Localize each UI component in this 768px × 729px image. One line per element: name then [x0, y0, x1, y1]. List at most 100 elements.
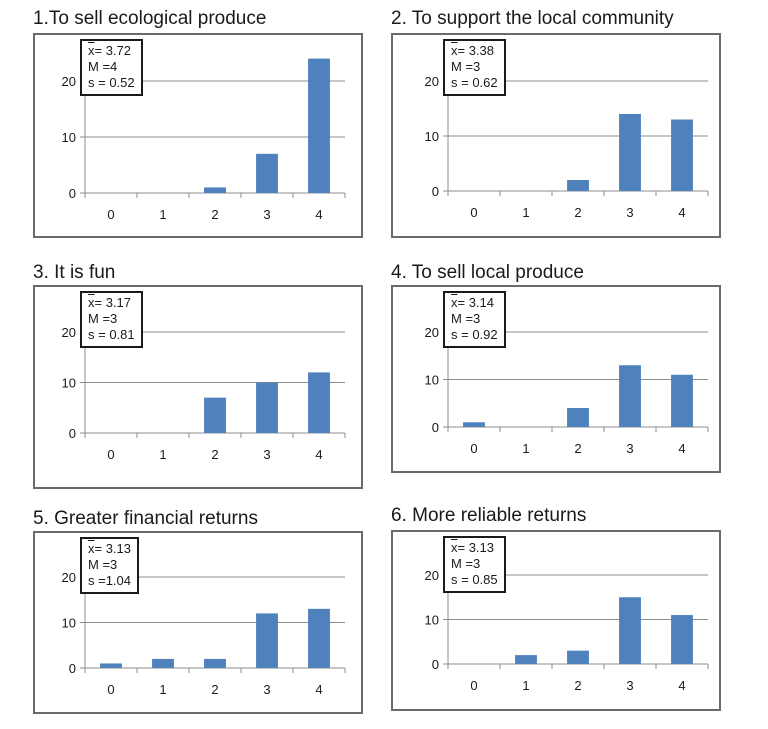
chart-1-mean-symbol: x — [88, 43, 95, 58]
chart-4-median: M =3 — [451, 311, 481, 326]
chart-1-x-tick-label: 0 — [107, 207, 114, 222]
chart-1-sd: s = 0.52 — [88, 75, 135, 90]
chart-5-bar-1 — [152, 658, 174, 668]
chart-4-x-tick-label: 1 — [522, 441, 529, 456]
chart-1-x-tick-label: 3 — [263, 207, 270, 222]
chart-5-x-tick-label: 3 — [263, 682, 270, 697]
chart-6-title: 6. More reliable returns — [391, 505, 587, 526]
chart-4-mean: x= 3.14 — [451, 295, 498, 311]
chart-1-y-tick-label: 20 — [62, 74, 76, 89]
chart-4-mean-value: = 3.14 — [457, 295, 495, 310]
chart-2-x-tick-label: 3 — [626, 205, 633, 220]
chart-5-x-tick-label: 0 — [107, 682, 114, 697]
chart-1-bar-3 — [256, 153, 278, 193]
chart-5-bar-2 — [204, 658, 226, 668]
chart-4: 0 10 20 0 1 2 3 4 x= 3.14 M =3 s = 0.92 — [391, 285, 721, 473]
chart-5-mean-value: = 3.13 — [94, 541, 132, 556]
chart-1: 0 10 20 0 1 2 3 4 x= 3.72 M =4 s = 0.52 — [33, 33, 363, 238]
chart-1-median: M =4 — [88, 59, 118, 74]
chart-4-sd: s = 0.92 — [451, 327, 498, 342]
chart-2-mean-symbol: x — [451, 43, 458, 58]
chart-3-x-tick-label: 0 — [107, 447, 114, 462]
chart-4-bar-0 — [463, 422, 485, 427]
chart-6-bar-4 — [671, 615, 693, 664]
chart-5-mean-symbol: x — [88, 541, 95, 556]
chart-2-plot: 0 10 20 0 1 2 3 4 — [425, 71, 709, 220]
chart-2-title: 2. To support the local community — [391, 8, 674, 29]
chart-2-stats-box: x= 3.38 M =3 s = 0.62 — [443, 39, 506, 96]
chart-2-x-tick-label: 0 — [470, 205, 477, 220]
chart-3-x-tick-label: 2 — [211, 447, 218, 462]
chart-5-x-tick-label: 2 — [211, 682, 218, 697]
chart-2-median: M =3 — [451, 59, 481, 74]
chart-4-x-tick-label: 4 — [678, 441, 685, 456]
chart-2-bar-3 — [619, 114, 641, 191]
chart-4-bar-3 — [619, 365, 641, 427]
chart-2-bar-4 — [671, 119, 693, 191]
chart-5-x-tick-label: 1 — [159, 682, 166, 697]
chart-4-y-tick-label: 20 — [425, 325, 439, 340]
chart-1-y-tick-label: 10 — [62, 130, 76, 145]
chart-6-y-tick-label: 20 — [425, 568, 439, 583]
chart-3-y-tick-label: 10 — [62, 376, 76, 391]
chart-4-y-tick-label: 10 — [425, 373, 439, 388]
chart-4-x-tick-label: 2 — [574, 441, 581, 456]
chart-2-mean: x= 3.38 — [451, 43, 498, 59]
chart-1-y-tick-label: 0 — [69, 186, 76, 201]
chart-6-bar-1 — [515, 655, 537, 664]
chart-6-x-tick-label: 4 — [678, 678, 685, 693]
chart-6-y-tick-label: 10 — [425, 613, 439, 628]
chart-6-x-tick-label: 2 — [574, 678, 581, 693]
chart-2-y-tick-label: 0 — [432, 184, 439, 199]
chart-3-sd: s = 0.81 — [88, 327, 135, 342]
chart-4-title: 4. To sell local produce — [391, 262, 584, 283]
chart-5: 0 10 20 0 1 2 3 4 x= 3.13 M =3 s =1.04 — [33, 531, 363, 714]
chart-5-y-tick-label: 10 — [62, 616, 76, 631]
chart-5-sd: s =1.04 — [88, 573, 132, 588]
chart-5-y-tick-label: 0 — [69, 661, 76, 676]
chart-1-x-tick-label: 2 — [211, 207, 218, 222]
chart-4-x-tick-label: 0 — [470, 441, 477, 456]
chart-3-y-tick-label: 0 — [69, 426, 76, 441]
chart-1-bar-4 — [308, 58, 330, 193]
chart-6-mean: x= 3.13 — [451, 540, 498, 556]
chart-6: 0 10 20 0 1 2 3 4 x= 3.13 M =3 s = 0.85 — [391, 530, 721, 711]
chart-3-mean-value: = 3.17 — [94, 295, 132, 310]
chart-5-bar-3 — [256, 613, 278, 668]
chart-6-x-tick-label: 3 — [626, 678, 633, 693]
chart-4-stats-box: x= 3.14 M =3 s = 0.92 — [443, 291, 506, 348]
chart-3-plot: 0 10 20 0 1 2 3 4 — [62, 322, 346, 462]
chart-3-bar-2 — [204, 397, 226, 433]
chart-1-x-tick-label: 1 — [159, 207, 166, 222]
chart-4-y-tick-label: 0 — [432, 420, 439, 435]
chart-4-mean-symbol: x — [451, 295, 458, 310]
chart-5-x-tick-label: 4 — [315, 682, 322, 697]
chart-2-bar-2 — [567, 180, 589, 191]
chart-6-mean-symbol: x — [451, 540, 458, 555]
chart-2: 0 10 20 0 1 2 3 4 x= 3.38 M =3 s = 0.62 — [391, 33, 721, 238]
chart-6-sd: s = 0.85 — [451, 572, 498, 587]
chart-6-x-tick-label: 0 — [470, 678, 477, 693]
chart-3-median: M =3 — [88, 311, 118, 326]
chart-5-plot: 0 10 20 0 1 2 3 4 — [62, 567, 346, 697]
chart-2-y-tick-label: 10 — [425, 129, 439, 144]
chart-6-mean-value: = 3.13 — [457, 540, 495, 555]
chart-3-x-tick-label: 4 — [315, 447, 322, 462]
chart-2-x-tick-label: 2 — [574, 205, 581, 220]
chart-4-bar-2 — [567, 408, 589, 427]
chart-2-y-tick-label: 20 — [425, 74, 439, 89]
chart-4-bar-4 — [671, 374, 693, 427]
chart-5-y-tick-label: 20 — [62, 570, 76, 585]
chart-5-median: M =3 — [88, 557, 118, 572]
chart-5-bar-0 — [100, 663, 122, 668]
chart-5-bar-4 — [308, 608, 330, 668]
chart-6-plot: 0 10 20 0 1 2 3 4 — [425, 565, 709, 693]
chart-2-sd: s = 0.62 — [451, 75, 498, 90]
chart-3-x-tick-label: 3 — [263, 447, 270, 462]
chart-5-title: 5. Greater financial returns — [33, 508, 258, 529]
chart-2-mean-value: = 3.38 — [457, 43, 495, 58]
chart-5-mean: x= 3.13 — [88, 541, 131, 557]
chart-5-stats-box: x= 3.13 M =3 s =1.04 — [80, 537, 140, 594]
chart-1-x-tick-label: 4 — [315, 207, 322, 222]
chart-4-plot: 0 10 20 0 1 2 3 4 — [425, 322, 709, 456]
